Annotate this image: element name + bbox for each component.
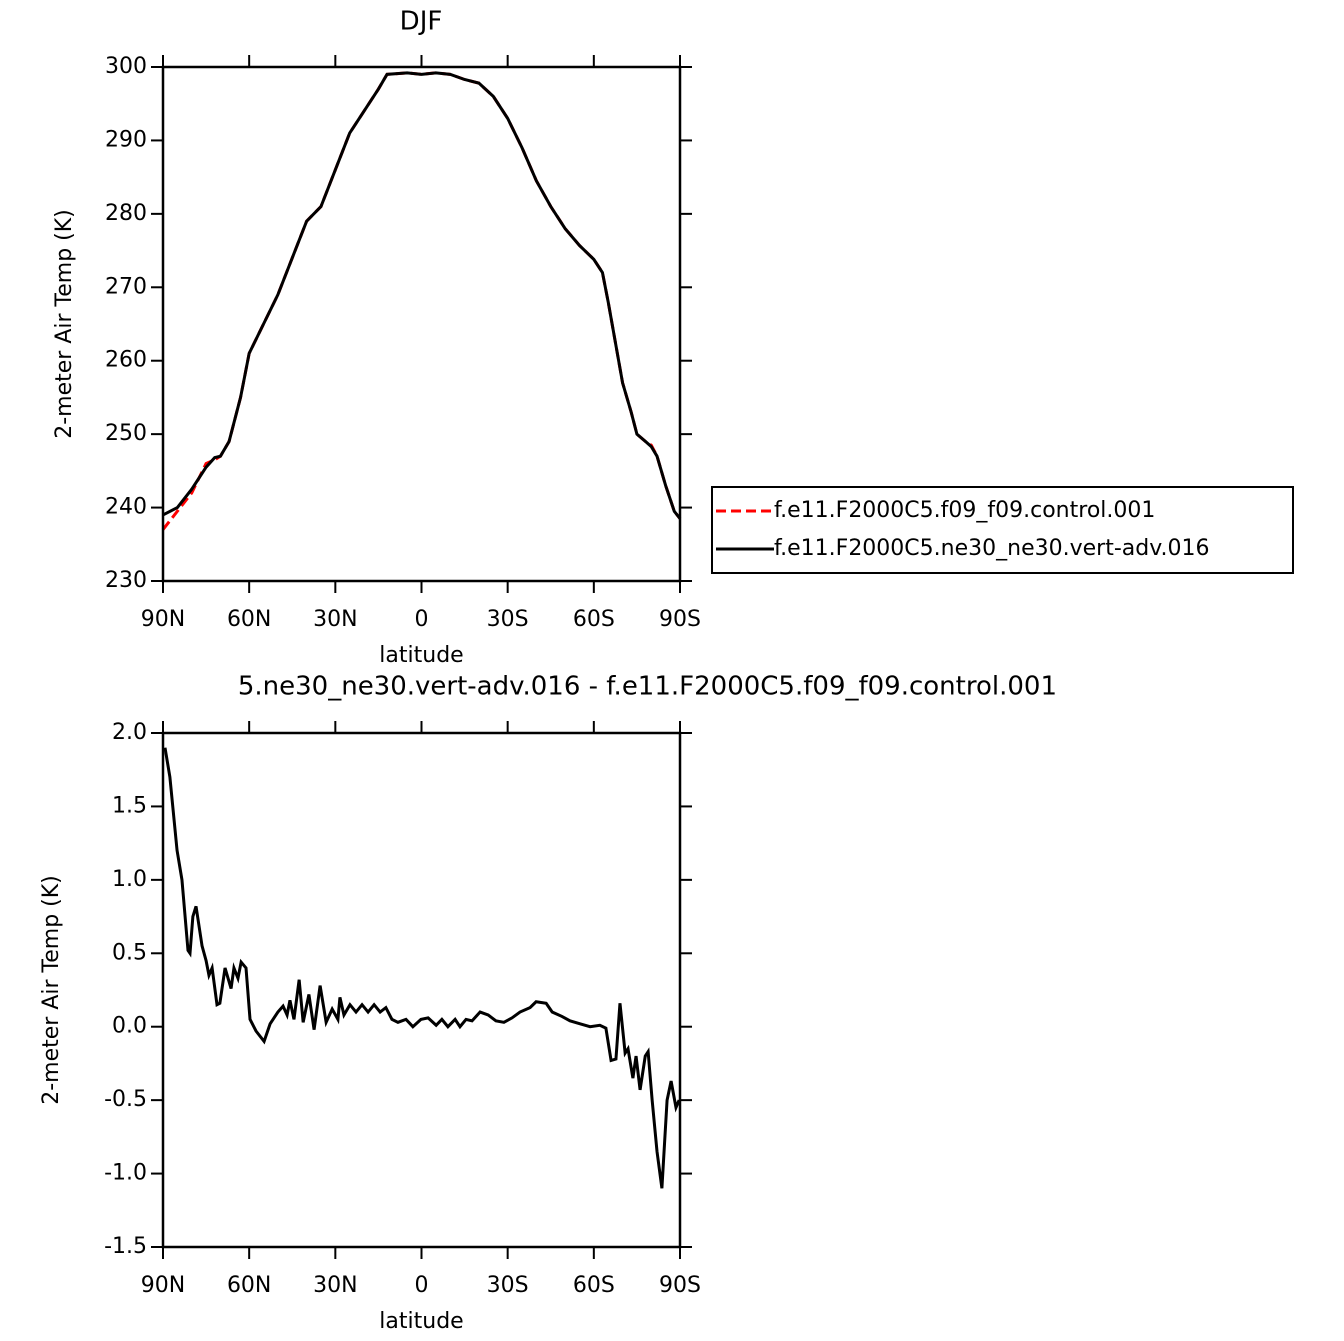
y-tick-label: 0.5 <box>112 940 147 965</box>
x-tick-label: 0 <box>415 607 429 632</box>
legend-label: f.e11.F2000C5.ne30_ne30.vert-adv.016 <box>774 536 1210 561</box>
x-tick-label: 90N <box>141 1273 185 1298</box>
x-tick-label: 0 <box>415 1273 429 1298</box>
data-line <box>162 71 682 520</box>
x-tick-label: 30N <box>313 607 357 632</box>
chart-title: 5.ne30_ne30.vert-adv.016 - f.e11.F2000C5… <box>238 672 1057 702</box>
x-axis-label: latitude <box>379 1309 463 1334</box>
x-tick-label: 30S <box>487 607 529 632</box>
x-axis-label: latitude <box>379 643 463 668</box>
y-tick-label: 290 <box>105 127 147 152</box>
y-tick-label: 280 <box>105 201 147 226</box>
plot-frame <box>161 731 682 1249</box>
x-tick-label: 90S <box>659 1273 701 1298</box>
legend-label: f.e11.F2000C5.f09_f09.control.001 <box>774 498 1155 523</box>
y-tick-label: 230 <box>105 568 147 593</box>
y-tick-label: 0.0 <box>112 1014 147 1039</box>
y-tick-label: 240 <box>105 495 147 520</box>
x-tick-label: 90N <box>141 607 185 632</box>
x-tick-label: 30N <box>313 1273 357 1298</box>
y-tick-label: 1.0 <box>112 867 147 892</box>
x-tick-label: 60S <box>573 607 615 632</box>
y-tick-label: -1.5 <box>104 1234 147 1259</box>
y-tick-label: 270 <box>105 274 147 299</box>
x-tick-label: 30S <box>487 1273 529 1298</box>
y-axis-label: 2-meter Air Temp (K) <box>39 875 64 1105</box>
y-tick-label: 250 <box>105 421 147 446</box>
y-tick-label: 1.5 <box>112 793 147 818</box>
y-axis-label: 2-meter Air Temp (K) <box>52 209 77 439</box>
legend-box <box>711 486 1294 574</box>
data-line <box>163 747 681 1189</box>
x-tick-label: 60N <box>227 1273 271 1298</box>
chart-title: DJF <box>400 7 443 37</box>
y-tick-label: -0.5 <box>104 1087 147 1112</box>
y-tick-label: -1.0 <box>104 1161 147 1186</box>
y-tick-label: 2.0 <box>112 720 147 745</box>
x-tick-label: 60N <box>227 607 271 632</box>
x-tick-label: 90S <box>659 607 701 632</box>
y-tick-label: 300 <box>105 54 147 79</box>
y-tick-label: 260 <box>105 348 147 373</box>
x-tick-label: 60S <box>573 1273 615 1298</box>
plot-frame <box>161 65 682 583</box>
data-line <box>161 71 682 531</box>
